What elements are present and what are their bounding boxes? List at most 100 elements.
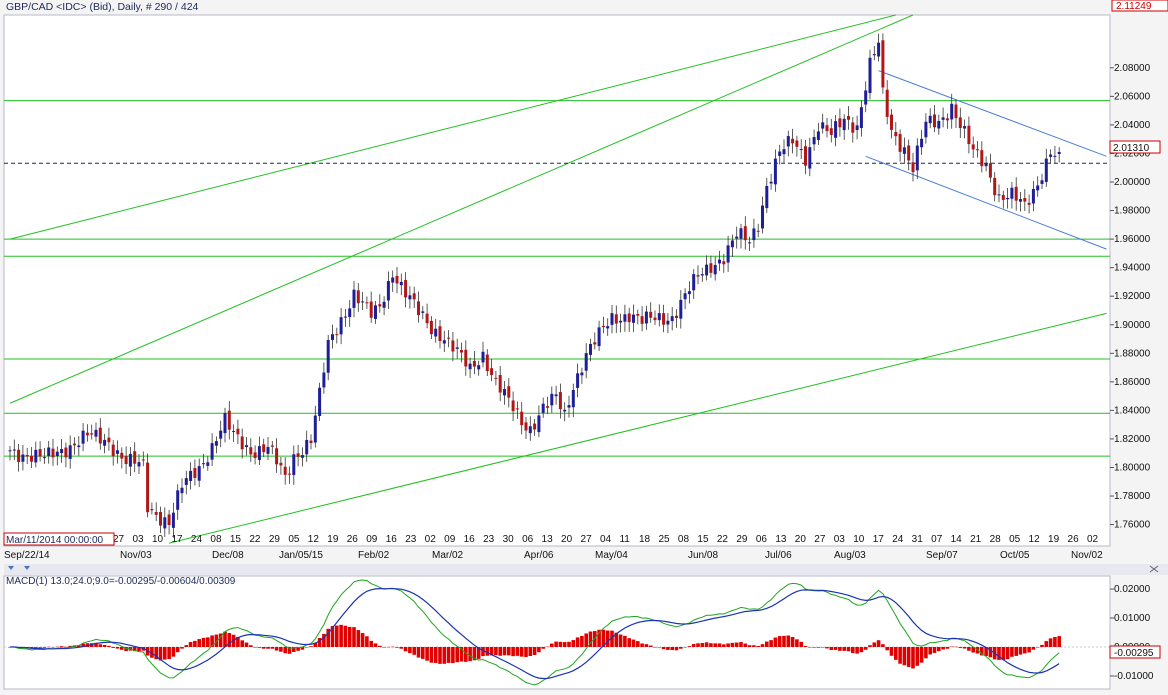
x-day-label: 06 [522,534,534,545]
candle-body [189,470,193,481]
x-day-label: 22 [717,534,729,545]
macd-histogram-bar [378,645,382,647]
macd-histogram-bar [502,646,507,656]
close-icon[interactable] [1149,565,1159,573]
macd-histogram-bar [584,633,588,647]
macd-panel[interactable] [3,575,1111,690]
macd-histogram-bar [421,646,425,659]
x-day-label: 23 [405,534,417,545]
y-tick-label: 1.88000 [1114,348,1151,359]
y-tick-label: 1.86000 [1114,377,1151,388]
macd-histogram-bar [670,646,674,651]
x-day-label: 26 [1068,534,1080,545]
x-day-label: 18 [639,534,651,545]
x-day-label: 27 [814,534,826,545]
macd-histogram-bar [799,641,803,647]
macd-histogram-bar [352,627,356,647]
candle-body [146,462,150,513]
candle-body [825,125,829,132]
candle-body [748,242,752,244]
macd-histogram-bar [1018,646,1023,655]
price-layer [4,14,1110,544]
candle-body [907,145,911,161]
macd-histogram-bar [386,646,391,648]
macd-histogram-bar [330,626,335,647]
y-tick-label: 1.96000 [1114,234,1151,245]
macd-histogram-bar [812,646,816,648]
macd-histogram-bar [163,646,167,660]
candle-body [180,487,184,494]
candle-body [739,228,743,239]
macd-histogram-bar [713,643,717,647]
candle-body [864,90,868,105]
candle-body [90,433,94,435]
candle-body [1027,202,1031,205]
candle-body [550,393,554,406]
macd-histogram-bar [481,646,485,657]
candle-body [937,120,941,129]
candle-body [709,263,713,273]
macd-histogram-bar [1001,646,1006,661]
candle-body [718,259,721,264]
price-panel[interactable] [3,14,1111,547]
macd-histogram-bar [605,630,610,647]
macd-histogram-bar [360,633,365,647]
macd-histogram-bar [769,640,773,647]
macd-histogram-bar [524,646,528,657]
candle-body [515,408,519,410]
macd-histogram-bar [894,646,898,660]
macd-histogram-bar [571,640,576,647]
collapse-arrow-icon[interactable] [8,566,30,570]
candle-body [30,455,33,462]
candle-body [868,57,872,94]
candle-body [386,281,390,301]
macd-histogram-bar [683,646,687,648]
candle-body [627,313,631,323]
macd-histogram-bar [962,646,967,649]
macd-histogram-bar [42,646,47,648]
chart-title: GBP/CAD <IDC> (Bid), Daily, # 290 / 424 [6,1,199,13]
candle-body [111,444,115,457]
macd-histogram-bar [193,640,197,647]
candle-body [300,455,304,458]
macd-histogram-bar [468,646,472,662]
candle-body [984,163,988,167]
macd-histogram-bar [640,643,644,647]
x-day-label: 12 [308,534,320,545]
candle-body [94,429,98,437]
macd-histogram-bar [932,646,937,653]
candle-body [60,449,64,454]
macd-histogram-bar [158,646,163,661]
candle-body [1031,188,1035,204]
candle-body [851,122,855,133]
candle-body [283,466,287,475]
candle-body [752,228,756,241]
last-price-label: 2.01310 [1113,143,1150,154]
candle-body [847,116,850,120]
macd-histogram-bar [309,646,313,647]
macd-histogram-bar [808,646,812,648]
macd-histogram-bar [863,646,868,650]
candle-body [799,149,803,151]
macd-histogram-bar [1005,646,1010,660]
x-day-label: 27 [113,534,125,545]
macd-histogram-bar [515,646,520,656]
candle-body [859,107,863,129]
candle-body [675,315,678,319]
macd-histogram-bar [825,646,829,649]
x-month-label: Nov/02 [1071,550,1103,561]
candle-body [692,274,696,291]
candle-body [214,441,218,446]
macd-histogram-bar [1023,646,1027,654]
last-price-box [1109,140,1161,154]
candle-body [245,445,248,448]
macd-histogram-bar [455,646,459,663]
macd-histogram-bar [889,646,894,656]
x-month-label: Dec/08 [212,550,244,561]
y-tick-label: 2.08000 [1114,63,1151,74]
candle-body [421,311,425,313]
macd-histogram-bar [257,646,262,648]
macd-histogram-bar [567,641,571,647]
x-day-label: 29 [736,534,748,545]
